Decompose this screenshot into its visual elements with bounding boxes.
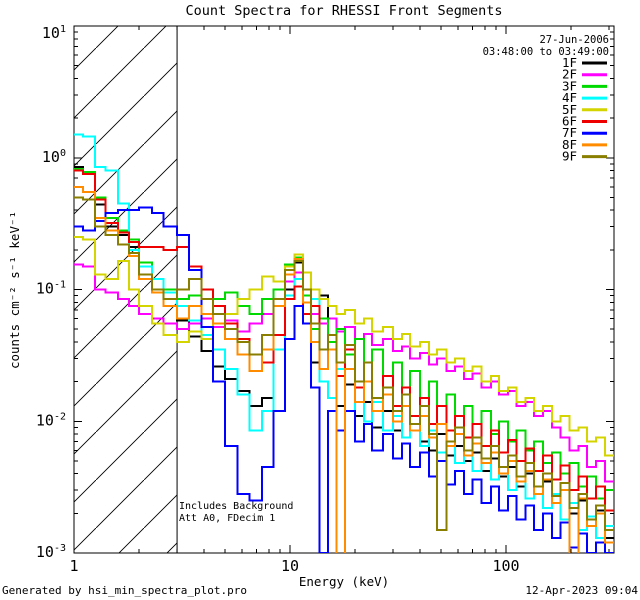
- x-tick-label-10: 10: [281, 557, 299, 575]
- x-axis-label: Energy (keV): [299, 574, 389, 589]
- footer-generated-by: Generated by hsi_min_spectra_plot.pro: [2, 584, 247, 597]
- legend-item-6F: 6F: [562, 114, 607, 129]
- legend-item-2F: 2F: [562, 67, 607, 82]
- legend-label-7F: 7F: [562, 125, 577, 140]
- x-tick-label-100: 100: [493, 557, 520, 575]
- legend-label-4F: 4F: [562, 90, 577, 105]
- y-axis-label: counts cm⁻² s⁻¹ keV⁻¹: [7, 211, 22, 369]
- legend-item-5F: 5F: [562, 102, 607, 117]
- legend-label-1F: 1F: [562, 55, 577, 70]
- series-4F: [74, 133, 614, 539]
- legend-label-8F: 8F: [562, 137, 577, 152]
- legend-item-8F: 8F: [562, 137, 607, 152]
- footer-timestamp: 12-Apr-2023 09:04: [525, 584, 638, 597]
- tick-labels: 1 10 100 101 100 10-1 10-2 10-3: [36, 24, 520, 575]
- legend-time-range: 03:48:00 to 03:49:00: [483, 46, 609, 58]
- y-tick-label-1e-1: 10-1: [36, 280, 66, 298]
- y-tick-label-1e-2: 10-2: [36, 411, 66, 429]
- legend-date: 27-Jun-2006: [539, 34, 609, 46]
- y-tick-label-1e-3: 10-3: [36, 543, 66, 561]
- annotation-includes-background: Includes Background: [179, 501, 293, 512]
- annotation-attenuator-state: Att A0, FDecim 1: [179, 513, 275, 524]
- series-7F: [74, 206, 614, 553]
- series-5F: [74, 236, 614, 457]
- legend-item-7F: 7F: [562, 125, 607, 140]
- plot-axes: [73, 25, 615, 554]
- legend-item-9F: 9F: [562, 149, 607, 164]
- x-tick-label-1: 1: [69, 557, 78, 575]
- legend-label-9F: 9F: [562, 149, 577, 164]
- y-tick-label-1e0: 100: [42, 148, 66, 166]
- legend-label-2F: 2F: [562, 67, 577, 82]
- legend-label-5F: 5F: [562, 102, 577, 117]
- legend-item-3F: 3F: [562, 78, 607, 93]
- legend-item-1F: 1F: [562, 55, 607, 70]
- series-9F: [74, 196, 614, 531]
- chart-title: Count Spectra for RHESSI Front Segments: [186, 3, 503, 19]
- series-2F: [74, 263, 614, 483]
- spectra-series: [74, 133, 614, 553]
- legend-label-3F: 3F: [562, 78, 577, 93]
- legend-item-4F: 4F: [562, 90, 607, 105]
- y-tick-label-1e1: 101: [42, 24, 66, 42]
- series-1F: [74, 166, 614, 539]
- legend-label-6F: 6F: [562, 114, 577, 129]
- series-8F: [74, 186, 614, 553]
